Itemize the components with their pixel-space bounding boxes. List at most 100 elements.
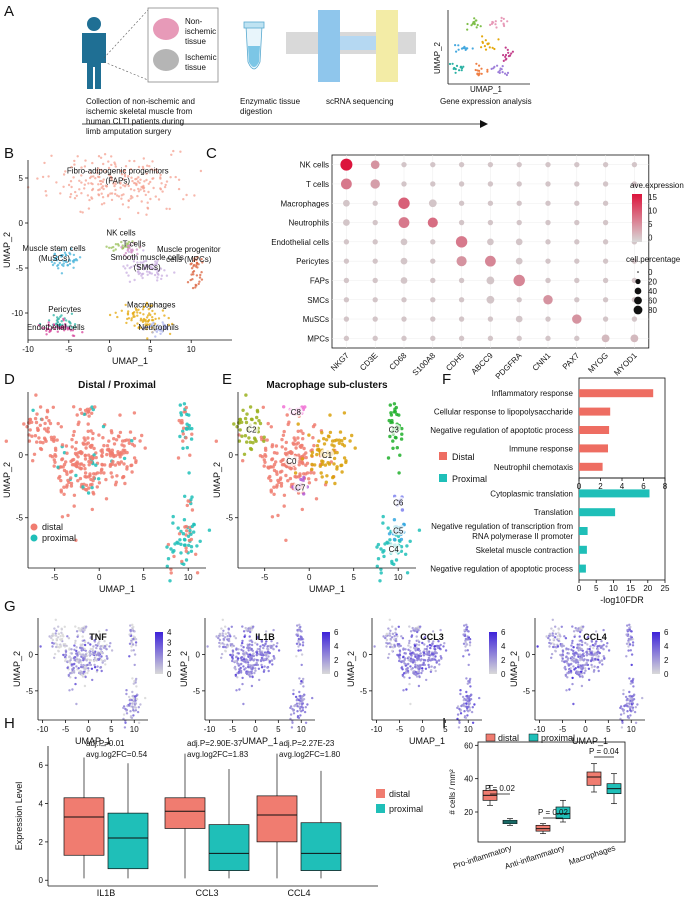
- data-point: [263, 669, 266, 672]
- data-point: [150, 304, 153, 307]
- box: [586, 771, 602, 786]
- data-point: [48, 454, 53, 458]
- dot: [343, 239, 350, 245]
- size-legend-label: 80: [648, 306, 657, 315]
- data-point: [186, 534, 191, 538]
- panel-letter-I: I: [442, 715, 446, 732]
- data-point: [401, 660, 404, 663]
- data-point: [238, 417, 243, 422]
- data-point: [173, 271, 176, 274]
- color-scale-tick: 4: [501, 642, 506, 651]
- mini-umap-point: [502, 17, 505, 20]
- data-point: [231, 659, 234, 663]
- data-point: [137, 211, 140, 215]
- data-point: [131, 643, 135, 646]
- data-point: [113, 184, 116, 188]
- data-point: [189, 498, 193, 502]
- data-point: [105, 452, 109, 457]
- data-point: [91, 678, 94, 682]
- data-point: [155, 261, 159, 265]
- bar-category-label: Translation: [534, 508, 573, 517]
- data-point: [267, 658, 270, 661]
- data-point: [95, 169, 98, 172]
- mini-umap-point: [454, 44, 457, 47]
- cluster-label: Fibro-adipogenic progenitors: [67, 167, 169, 176]
- data-point: [117, 244, 120, 247]
- data-point: [107, 439, 111, 443]
- data-point: [130, 319, 133, 322]
- data-point: [293, 474, 297, 479]
- dot: [372, 239, 378, 245]
- data-point: [605, 645, 608, 648]
- data-point: [200, 271, 203, 274]
- data-point: [201, 261, 204, 264]
- data-point: [130, 442, 135, 446]
- data-point: [68, 262, 72, 266]
- data-point: [276, 513, 280, 518]
- data-point: [403, 676, 406, 679]
- data-point: [47, 323, 50, 327]
- dot: [343, 199, 350, 207]
- data-point: [182, 402, 187, 406]
- data-point: [297, 649, 300, 652]
- data-point: [550, 652, 554, 656]
- cluster-label: Endothelial cells: [27, 323, 85, 332]
- data-point: [409, 659, 413, 663]
- data-point: [157, 198, 161, 201]
- data-point: [298, 623, 301, 626]
- data-point: [91, 407, 96, 412]
- data-point: [588, 678, 591, 682]
- data-point: [130, 641, 133, 644]
- data-point: [634, 706, 637, 709]
- dot: [602, 277, 609, 284]
- data-point: [465, 643, 469, 646]
- data-point: [125, 438, 129, 442]
- data-point: [258, 421, 263, 426]
- data-point: [566, 662, 569, 665]
- data-point: [85, 625, 88, 628]
- data-point: [565, 689, 568, 692]
- dot: [372, 258, 378, 264]
- data-point: [60, 443, 65, 447]
- data-point: [304, 721, 308, 724]
- data-point: [83, 438, 87, 442]
- data-point: [245, 652, 248, 655]
- data-point: [95, 485, 100, 489]
- data-point: [273, 657, 276, 660]
- data-point: [128, 702, 132, 705]
- data-point: [284, 538, 288, 542]
- data-point: [83, 643, 87, 647]
- data-point: [458, 707, 461, 711]
- data-point: [388, 403, 392, 407]
- data-point: [300, 443, 304, 448]
- dot: [631, 258, 638, 264]
- data-point: [114, 248, 117, 251]
- data-point: [121, 448, 126, 452]
- data-point: [434, 669, 437, 673]
- data-point: [576, 665, 580, 669]
- data-point: [317, 447, 321, 451]
- data-point: [59, 645, 63, 648]
- data-point: [100, 186, 103, 189]
- data-point: [37, 436, 41, 440]
- data-point: [60, 515, 65, 519]
- dot: [484, 255, 496, 267]
- data-point: [56, 465, 60, 469]
- data-point: [163, 327, 166, 330]
- data-point: [590, 640, 594, 643]
- caption: Collection of non-ischemic and: [86, 97, 195, 106]
- data-point: [292, 689, 295, 692]
- person-icon: [87, 17, 101, 31]
- data-point: [579, 630, 582, 634]
- data-point: [172, 149, 175, 153]
- data-point: [561, 659, 564, 663]
- x-tick-label: 0: [583, 725, 588, 734]
- data-point: [262, 435, 266, 439]
- data-point: [147, 190, 150, 194]
- data-point: [40, 417, 44, 422]
- cluster-label-group: T cells: [123, 239, 146, 248]
- data-point: [597, 655, 600, 658]
- data-point: [65, 319, 68, 322]
- data-point: [389, 629, 392, 632]
- data-point: [90, 182, 93, 185]
